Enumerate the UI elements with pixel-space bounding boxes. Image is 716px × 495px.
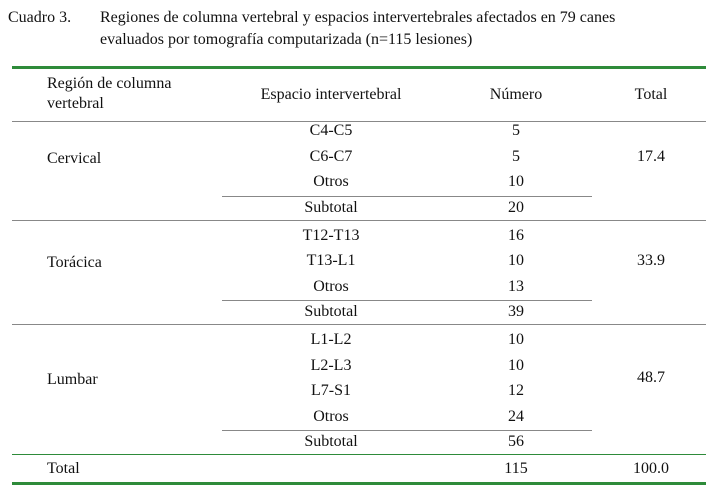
space-cell: Otros <box>313 277 349 295</box>
header-cell: Número <box>489 86 543 103</box>
region-cell: Lumbar <box>47 371 98 389</box>
total-cell: 48.7 <box>637 369 665 387</box>
number-cell: 10 <box>508 252 524 269</box>
space-cell: Otros <box>313 173 349 190</box>
rule-green <box>12 482 706 485</box>
header-cell: Total <box>634 86 668 103</box>
number-cell: 10 <box>508 173 524 190</box>
rule <box>222 195 592 197</box>
caption-text: Regiones de columna vertebral y espacios… <box>100 9 616 26</box>
space-cell: T12-T13 <box>302 226 360 244</box>
subtotal-number: 56 <box>508 433 524 450</box>
space-cell: T13-L1 <box>306 252 356 269</box>
total-percent: 100.0 <box>633 460 669 477</box>
subtotal-label: Subtotal <box>304 303 358 320</box>
rule <box>222 430 592 431</box>
number-cell: 10 <box>508 356 524 374</box>
number-cell: 5 <box>512 122 520 139</box>
number-cell: 24 <box>508 407 524 425</box>
subtotal-number: 39 <box>508 303 524 320</box>
total-cell: 17.4 <box>637 147 665 165</box>
header-cell: Espacio intervertebral <box>260 86 402 103</box>
caption-text: evaluados por tomografía computarizada (… <box>100 31 473 48</box>
space-cell: L2-L3 <box>310 356 352 374</box>
subtotal-label: Subtotal <box>304 198 358 216</box>
caption-label: Cuadro 3. <box>8 9 72 26</box>
number-cell: 13 <box>508 277 524 295</box>
space-cell: C6-C7 <box>309 147 353 165</box>
region-cell: Cervical <box>47 149 102 167</box>
number-cell: 10 <box>508 331 524 348</box>
total-cell: 33.9 <box>637 252 665 269</box>
region-cell: Torácica <box>47 254 102 271</box>
rule <box>222 300 592 301</box>
number-cell: 12 <box>508 382 524 399</box>
rule <box>12 219 706 221</box>
number-cell: 16 <box>508 226 524 244</box>
rule <box>12 324 706 325</box>
header-cell: Región de columna vertebral <box>47 75 172 112</box>
subtotal-number: 20 <box>508 198 524 216</box>
total-number: 115 <box>504 460 528 477</box>
rule <box>12 121 706 122</box>
number-cell: 5 <box>512 147 520 165</box>
space-cell: Otros <box>313 407 349 425</box>
space-cell: L7-S1 <box>311 382 351 399</box>
total-label: Total <box>47 460 80 477</box>
rule-green <box>12 66 706 69</box>
rule-green <box>12 454 706 455</box>
subtotal-label: Subtotal <box>304 433 358 450</box>
space-cell: L1-L2 <box>310 331 352 348</box>
space-cell: C4-C5 <box>309 122 353 139</box>
